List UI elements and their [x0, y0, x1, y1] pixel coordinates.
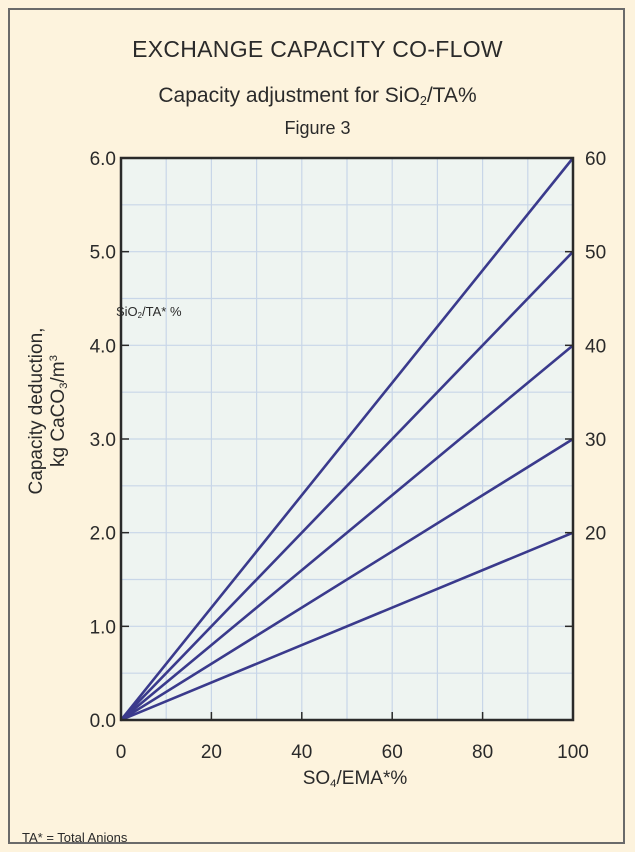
- y-axis-label: Capacity deduction, kg CaCO3/m3: [26, 271, 70, 551]
- y-axis-label-unit-mid: /m: [48, 361, 69, 383]
- subtitle-text-end: /TA%: [426, 84, 477, 107]
- annotation-subscript: 2: [137, 310, 143, 320]
- annotation-text: SiO: [116, 304, 138, 319]
- x-tick-label: 80: [472, 742, 493, 763]
- y-tick-label: 3.0: [90, 430, 116, 451]
- x-tick-label: 40: [291, 742, 312, 763]
- annotation-text-end: /TA* %: [142, 304, 182, 319]
- series-line-60: [119, 157, 575, 721]
- series-end-label: 30: [585, 430, 606, 451]
- y-tick-label: 4.0: [90, 336, 116, 357]
- y-tick-label: 6.0: [90, 149, 116, 170]
- x-tick-label: 100: [557, 742, 589, 763]
- subtitle-text: Capacity adjustment for SiO: [158, 84, 420, 107]
- series-line-30: [120, 437, 574, 722]
- figure-label: Figure 3: [284, 118, 351, 138]
- series-line-50: [120, 250, 574, 721]
- y-axis-label-unit: kg CaCO: [48, 388, 69, 467]
- x-axis-label-text: SO: [302, 768, 331, 789]
- chart-subtitle: Capacity adjustment for SiO2/TA%: [0, 84, 635, 108]
- y-tick-label: 0.0: [90, 711, 116, 732]
- series-end-label: 60: [585, 149, 606, 170]
- subtitle-subscript: 2: [419, 94, 427, 109]
- chart-title: EXCHANGE CAPACITY CO-FLOW: [132, 36, 503, 62]
- y-tick-label: 2.0: [90, 524, 116, 545]
- series-end-label: 50: [585, 243, 606, 264]
- series-line-40: [120, 344, 574, 722]
- series-annotation: SiO2/TA* %: [116, 304, 182, 319]
- y-axis-label-superscript: 3: [48, 355, 61, 362]
- chart-frame: [8, 8, 625, 844]
- x-axis-label-text-end: /EMA*%: [336, 768, 408, 789]
- x-axis-label-subscript: 4: [330, 777, 337, 790]
- y-axis-label-line1: Capacity deduction,: [26, 327, 47, 495]
- footnote: TA* = Total Anions: [22, 830, 128, 845]
- y-tick-label: 1.0: [90, 617, 116, 638]
- series-end-label: 40: [585, 336, 606, 357]
- y-axis-label-line2: kg CaCO3/m3: [48, 271, 70, 551]
- x-axis-label: SO4/EMA*%: [0, 768, 635, 790]
- series-line-20: [120, 531, 574, 722]
- x-tick-label: 60: [382, 742, 403, 763]
- series-end-label: 20: [585, 524, 606, 545]
- y-axis-label-subscript: 3: [57, 382, 70, 389]
- x-tick-label: 0: [116, 742, 127, 763]
- x-tick-label: 20: [201, 742, 222, 763]
- y-tick-label: 5.0: [90, 243, 116, 264]
